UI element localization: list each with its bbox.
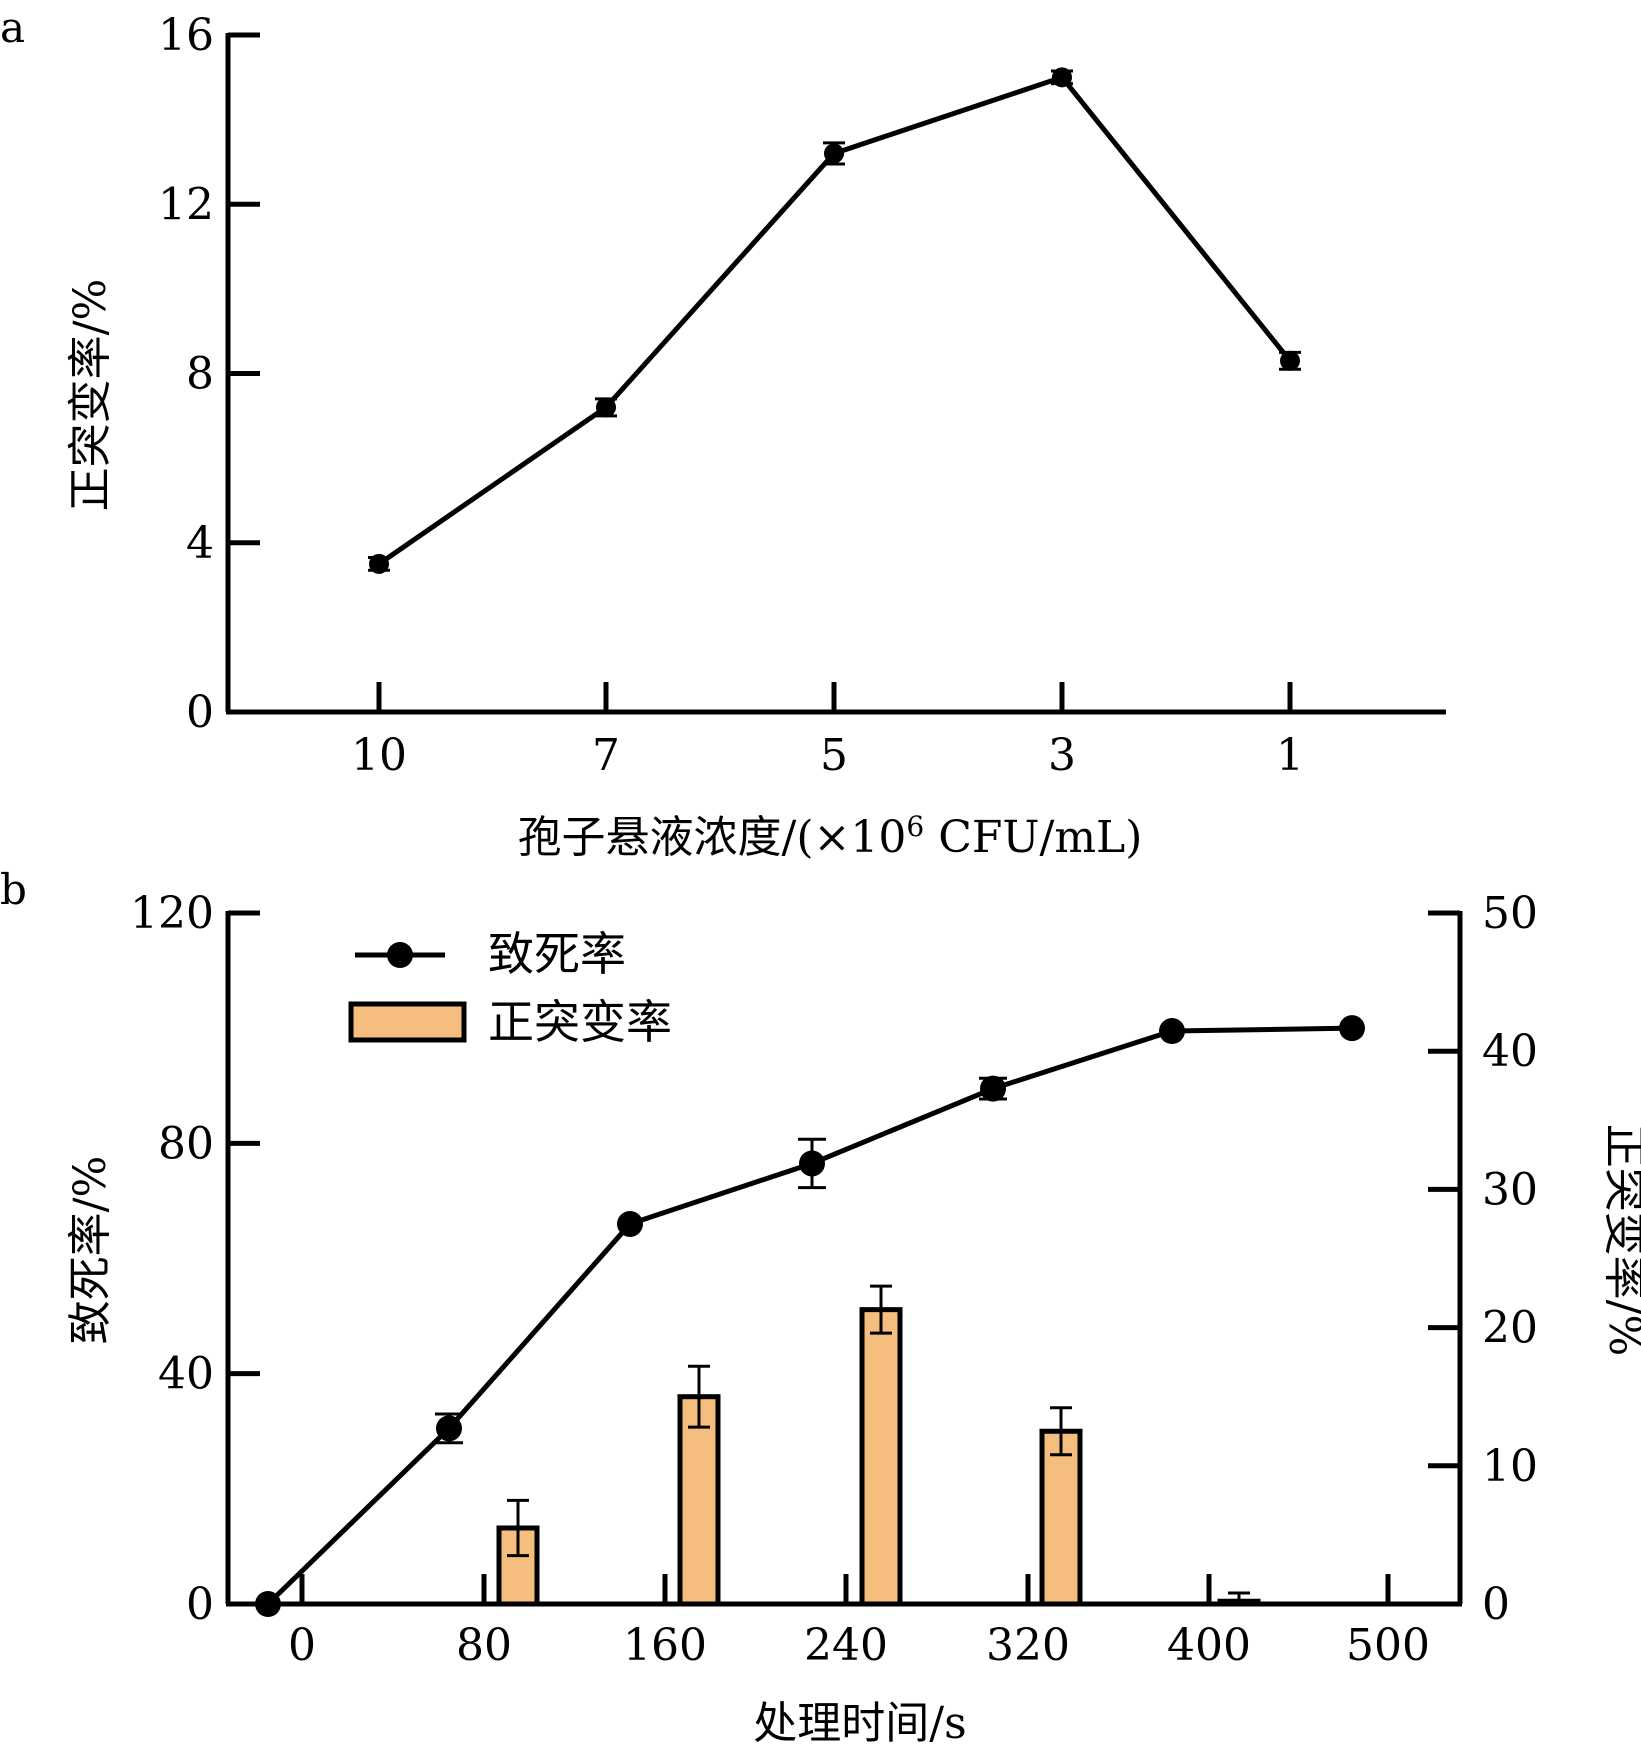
panel-b-bar-series bbox=[496, 1284, 1261, 1607]
panel-b-x-ticks: 0 80 160 240 320 400 500 bbox=[288, 1574, 1430, 1671]
panel-b-left-y-tick-label: 120 bbox=[130, 888, 214, 939]
panel-a-x-axis-title-prefix: 孢子悬液浓度/(×10 bbox=[518, 812, 907, 863]
panel-b-right-y-tick-label: 50 bbox=[1482, 888, 1538, 939]
panel-b-right-y-ticks: 0 10 20 30 40 50 bbox=[1428, 888, 1538, 1630]
panel-a-x-tick-label: 5 bbox=[820, 730, 848, 781]
panel-b-legend: 致死率 正突变率 bbox=[348, 927, 672, 1049]
panel-a-data-point bbox=[1280, 350, 1300, 371]
panel-a-y-tick-label: 12 bbox=[158, 179, 214, 230]
panel-b-data-point bbox=[1339, 1015, 1365, 1042]
panel-b-data-point bbox=[255, 1591, 281, 1617]
panel-a-x-tick-label: 7 bbox=[592, 730, 620, 781]
panel-b-left-y-ticks: 0 40 80 120 bbox=[130, 888, 260, 1630]
panel-a-data-point bbox=[369, 553, 389, 574]
panel-b-bar bbox=[859, 1307, 903, 1607]
panel-a-x-tick-label: 10 bbox=[351, 730, 407, 781]
panel-b-line-series bbox=[255, 1015, 1365, 1617]
legend-bar-swatch bbox=[348, 1001, 467, 1043]
panel-b-x-tick-label: 320 bbox=[986, 1620, 1070, 1671]
panel-a-series bbox=[368, 67, 1301, 574]
panel-a-x-axis-title: 孢子悬液浓度/(×106 CFU/mL) bbox=[518, 810, 1143, 863]
panel-a-x-axis-title-superscript: 6 bbox=[906, 810, 924, 843]
panel-a-x-axis-title-suffix: CFU/mL) bbox=[924, 812, 1142, 863]
panel-a-y-axis-title: 正突变率/% bbox=[65, 279, 116, 512]
panel-b-right-y-tick-label: 30 bbox=[1482, 1164, 1538, 1215]
panel-a-data-point bbox=[824, 143, 844, 164]
panel-b-x-tick-label: 240 bbox=[804, 1620, 888, 1671]
panel-b-left-y-tick-label: 0 bbox=[186, 1579, 214, 1630]
panel-b-right-y-tick-label: 20 bbox=[1482, 1303, 1538, 1354]
panel-b-right-y-tick-label: 0 bbox=[1482, 1579, 1510, 1630]
panel-b-data-point bbox=[799, 1150, 825, 1177]
panel-b-x-tick-label: 500 bbox=[1346, 1620, 1430, 1671]
panel-b-data-point bbox=[617, 1210, 643, 1237]
panel-a-y-ticks: 0 4 8 12 16 bbox=[158, 10, 260, 738]
panel-b-letter: b bbox=[0, 865, 27, 914]
panel-b-lethality-line bbox=[266, 1025, 1353, 1606]
panel-b-x-axis-title: 处理时间/s bbox=[753, 1698, 966, 1746]
panel-a-chart: 0 4 8 12 16 10 7 5 3 1 正突变率/% 孢子悬液浓度/(×106 CFU/m… bbox=[65, 10, 1446, 863]
panel-a-x-tick-label: 1 bbox=[1276, 730, 1304, 781]
panel-b-left-y-tick-label: 80 bbox=[158, 1118, 214, 1169]
panel-a-letter: a bbox=[0, 3, 25, 52]
panel-b-x-tick-label: 160 bbox=[623, 1620, 707, 1671]
panel-b-x-tick-label: 400 bbox=[1167, 1620, 1251, 1671]
panel-b-data-point bbox=[1159, 1018, 1185, 1045]
panel-b-x-tick-label: 0 bbox=[288, 1620, 316, 1671]
panel-a-y-tick-label: 8 bbox=[186, 349, 214, 400]
panel-b-right-y-axis-title: 正突变率/% bbox=[1599, 1124, 1641, 1357]
panel-b-data-point bbox=[436, 1415, 462, 1442]
panel-b-x-tick-label: 80 bbox=[456, 1620, 512, 1671]
panel-a-y-tick-label: 4 bbox=[186, 518, 214, 569]
panel-a-x-ticks: 10 7 5 3 1 bbox=[351, 682, 1304, 781]
panel-b-right-y-tick-label: 40 bbox=[1482, 1026, 1538, 1077]
panel-a-data-point bbox=[596, 397, 616, 418]
panel-b-data-point bbox=[980, 1075, 1006, 1102]
panel-b-bar bbox=[1039, 1428, 1083, 1607]
panel-a-data-point bbox=[1052, 67, 1072, 88]
panel-a-y-tick-label: 0 bbox=[186, 687, 214, 738]
panel-b-left-y-axis-title: 致死率/% bbox=[65, 1156, 116, 1345]
legend-line-marker bbox=[387, 942, 413, 968]
panel-a-x-tick-label: 3 bbox=[1048, 730, 1076, 781]
panel-a-y-tick-label: 16 bbox=[158, 10, 214, 61]
panel-a-axes bbox=[225, 33, 1446, 715]
legend-label-lethality: 致死率 bbox=[488, 927, 626, 981]
panel-b-left-y-tick-label: 40 bbox=[158, 1349, 214, 1400]
panel-b-right-y-tick-label: 10 bbox=[1482, 1441, 1538, 1492]
legend-label-positive-mutation: 正突变率 bbox=[488, 995, 672, 1049]
